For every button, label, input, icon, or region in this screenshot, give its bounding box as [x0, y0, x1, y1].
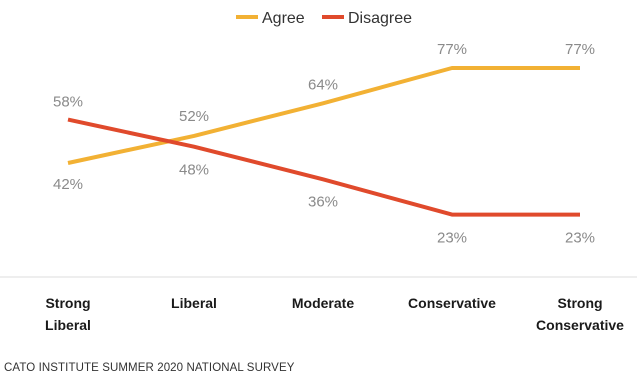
data-labels-layer: 42% 52% 64% 77% 77% 58% 48% 36% 23% 23% [53, 41, 595, 247]
data-label-agree-2: 64% [308, 76, 338, 93]
data-label-agree-3: 77% [437, 41, 467, 58]
legend-label-agree: Agree [262, 10, 305, 27]
data-label-agree-1: 52% [179, 108, 209, 125]
source-note: CATO INSTITUTE SUMMER 2020 NATIONAL SURV… [4, 362, 295, 374]
x-tick-label-0: Strong Liberal [45, 295, 91, 333]
x-axis-tick-labels: Strong Liberal Liberal Moderate Conservative… [45, 295, 624, 333]
data-label-disagree-3: 23% [437, 230, 467, 247]
x-tick-label-4: Strong Conservative [536, 295, 624, 333]
chart-legend: Agree Disagree [236, 10, 412, 27]
data-label-disagree-1: 48% [179, 162, 209, 179]
x-tick-label-1: Liberal [171, 295, 217, 311]
legend-label-disagree: Disagree [348, 10, 412, 27]
data-label-agree-4: 77% [565, 41, 595, 58]
data-label-disagree-2: 36% [308, 193, 338, 210]
data-label-agree-0: 42% [53, 176, 83, 193]
x-tick-label-2: Moderate [292, 295, 354, 311]
series-line-disagree [67, 117, 580, 217]
x-tick-label-3: Conservative [408, 295, 496, 311]
data-label-disagree-0: 58% [53, 94, 83, 111]
series-line-agree [67, 66, 580, 165]
data-label-disagree-4: 23% [565, 230, 595, 247]
series-layer [67, 66, 580, 217]
